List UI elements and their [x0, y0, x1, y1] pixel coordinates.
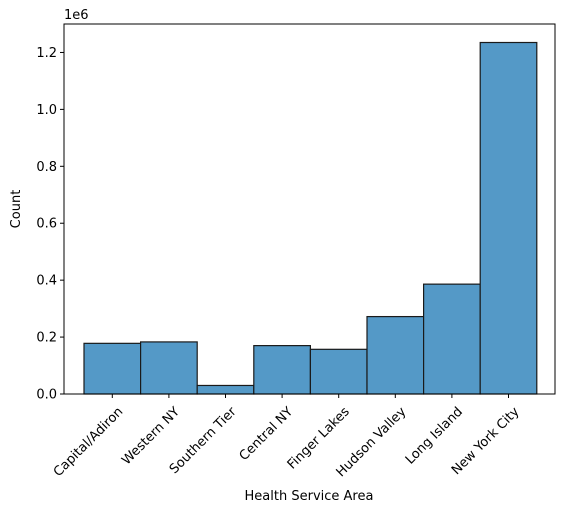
bars-group: [83, 41, 538, 395]
y-tick-label: 0.2: [36, 331, 57, 346]
bar-hudson-valley: [366, 315, 425, 395]
y-axis: 0.0 0.2 0.4 0.6 0.8 1.0 1.2: [36, 46, 64, 403]
bar-southern-tier: [196, 384, 255, 395]
y-tick-label: 0.0: [36, 388, 57, 403]
bar-capital-adiron: [83, 342, 142, 395]
bar-new-york-city: [479, 41, 538, 395]
bar-central-ny: [253, 345, 312, 395]
y-tick-label: 1.2: [36, 46, 57, 61]
y-tick-label: 0.8: [36, 160, 57, 175]
y-offset-label: 1e6: [64, 8, 89, 23]
y-axis-label: Count: [9, 190, 24, 229]
y-tick-label: 1.0: [36, 103, 57, 118]
plot-frame: [63, 23, 556, 395]
bar-western-ny: [140, 341, 198, 395]
x-tick-label: Long Island: [403, 404, 466, 467]
y-tick-label: 0.6: [36, 217, 57, 232]
x-tick-label: Capital/Adiron: [51, 404, 126, 479]
bar-finger-lakes: [309, 348, 368, 395]
x-axis-label: Health Service Area: [245, 489, 374, 504]
y-tick-label: 0.4: [36, 274, 57, 289]
bar-long-island: [423, 283, 481, 395]
x-tick-label: Central NY: [237, 404, 297, 464]
